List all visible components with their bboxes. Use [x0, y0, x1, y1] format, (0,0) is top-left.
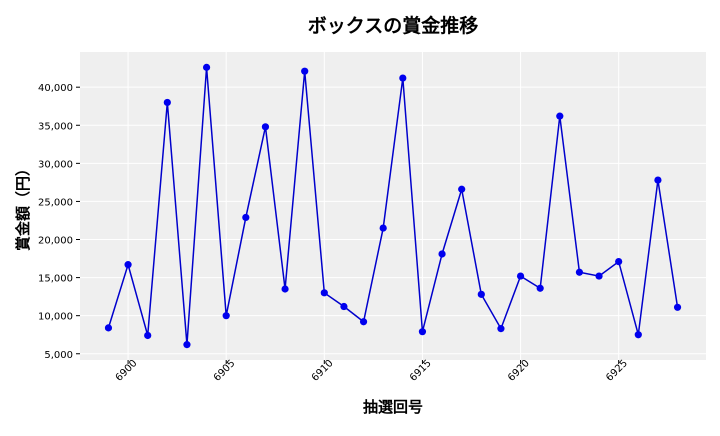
data-point [301, 67, 309, 75]
data-point [418, 328, 427, 336]
data-point [654, 176, 662, 184]
y-tick-label: 40,000 [38, 83, 73, 94]
y-tick-label: 30,000 [38, 159, 73, 170]
x-tick-label: 6925 [604, 358, 630, 384]
x-axis: 6900 6905 6910 6915 6920 6925 [114, 358, 630, 384]
data-point [281, 285, 289, 293]
y-tick-label: 10,000 [38, 312, 73, 323]
data-point [359, 318, 368, 326]
data-point [261, 123, 270, 131]
data-point [556, 112, 564, 120]
data-point [144, 331, 152, 340]
x-tick-label: 6900 [114, 358, 140, 384]
data-point [634, 331, 642, 339]
data-point [124, 261, 132, 269]
data-point [575, 268, 584, 276]
data-point [497, 325, 505, 333]
data-point [438, 250, 446, 258]
data-point [242, 213, 250, 222]
data-point [379, 224, 387, 232]
data-point [458, 185, 466, 193]
data-point [340, 302, 348, 311]
data-point [595, 272, 603, 280]
data-point [104, 324, 113, 332]
data-point [536, 284, 544, 292]
data-point [202, 63, 211, 71]
plot-area [80, 52, 706, 360]
y-tick-label: 20,000 [38, 236, 73, 247]
x-axis-label: 抽選回号 [363, 398, 423, 416]
data-point [399, 74, 407, 82]
x-tick-label: 6905 [212, 358, 238, 384]
data-point [615, 257, 623, 266]
series [104, 63, 682, 349]
y-axis-label: 賞金額（円） [14, 161, 32, 251]
data-point [320, 289, 328, 297]
data-point [477, 290, 485, 298]
data-point [163, 98, 171, 107]
data-point [222, 312, 230, 320]
data-point [673, 303, 682, 311]
y-tick-label: 5,000 [44, 350, 73, 361]
grid [80, 52, 706, 360]
data-point [183, 341, 191, 349]
y-tick-label: 25,000 [38, 197, 73, 208]
x-tick-label: 6915 [408, 358, 434, 384]
chart-title: ボックスの賞金推移 [308, 14, 478, 37]
x-tick-label: 6910 [310, 358, 336, 384]
y-tick-label: 35,000 [38, 121, 73, 132]
x-tick-label: 6920 [506, 358, 532, 384]
y-axis: 5,000 10,000 15,000 20,000 25,000 30,000 35,00… [38, 83, 80, 361]
y-tick-label: 15,000 [38, 274, 73, 285]
data-point [516, 272, 525, 280]
